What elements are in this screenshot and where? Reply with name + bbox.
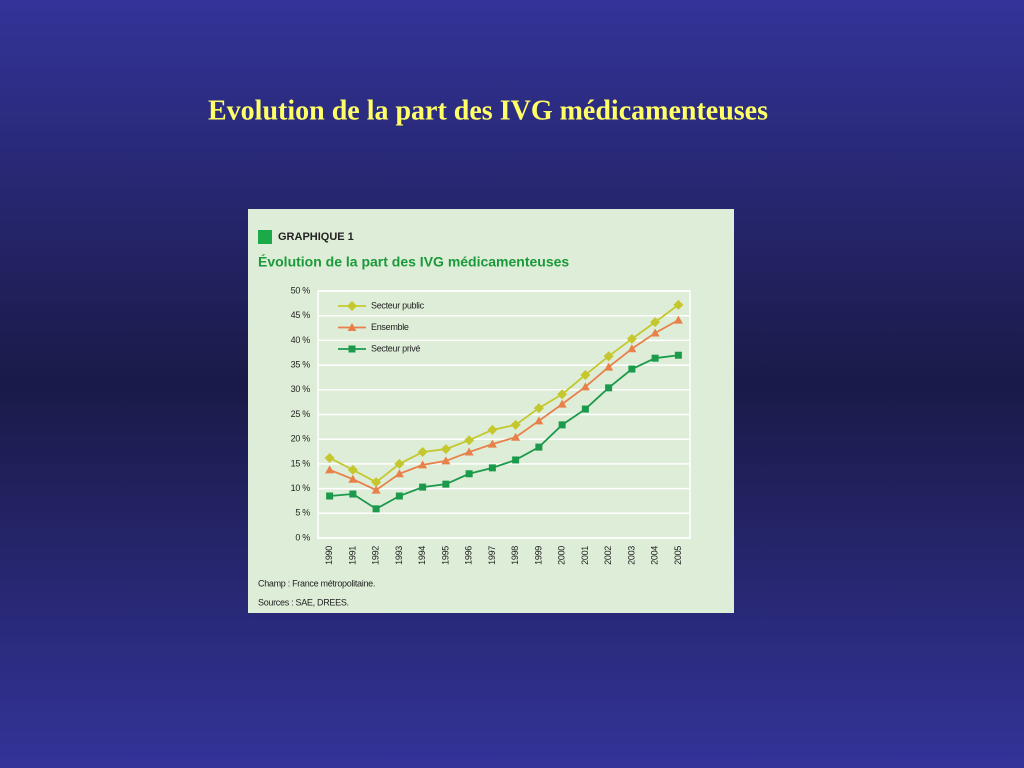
marker <box>324 452 335 463</box>
marker <box>349 490 357 498</box>
marker <box>418 460 428 469</box>
marker <box>465 470 473 478</box>
legend-marker <box>348 345 356 353</box>
chart-title: Évolution de la part des IVG médicamente… <box>258 254 569 270</box>
marker <box>534 416 544 425</box>
marker <box>673 299 684 310</box>
slide-title: Evolution de la part des IVG médicamente… <box>208 95 768 126</box>
plot: 0 % 5 % 10 % 15 % 20 % 25 % 30 % 35 % 40 % 45 % 50… <box>291 285 691 565</box>
marker <box>372 505 380 513</box>
x-tick-label: 1999 <box>533 546 543 565</box>
legend-label: Secteur privé <box>371 343 420 353</box>
marker <box>603 351 614 362</box>
marker <box>487 424 498 435</box>
x-tick-label: 1998 <box>510 546 520 565</box>
y-tick-label: 15 % <box>291 458 311 468</box>
marker <box>510 419 521 430</box>
x-tick-label: 2005 <box>673 546 683 565</box>
y-tick-label: 0 % <box>295 532 310 542</box>
marker <box>394 458 405 469</box>
x-tick-label: 1992 <box>371 546 381 565</box>
marker <box>651 354 659 362</box>
y-tick-label: 25 % <box>291 409 311 419</box>
marker <box>535 443 543 451</box>
series-line <box>329 354 679 510</box>
marker <box>326 492 334 500</box>
marker <box>650 317 661 328</box>
legend-marker <box>347 323 357 331</box>
x-tick-label: 1995 <box>440 546 450 565</box>
x-tick-label: 1997 <box>487 546 497 565</box>
marker <box>442 480 450 488</box>
x-tick-label: 1991 <box>347 546 357 565</box>
marker <box>650 328 660 337</box>
x-tick-label: 1990 <box>324 546 334 565</box>
marker <box>628 365 636 373</box>
note: Sources : SAE, DREES. <box>258 597 349 607</box>
x-tick-label: 1994 <box>417 546 427 565</box>
y-tick-label: 10 % <box>291 483 311 493</box>
y-tick-label: 45 % <box>291 310 311 320</box>
marker <box>557 399 567 408</box>
y-tick-label: 5 % <box>295 508 310 518</box>
x-tick-label: 2004 <box>650 546 660 565</box>
chart-panel <box>248 209 734 613</box>
marker <box>581 405 589 413</box>
marker <box>627 344 637 353</box>
marker <box>440 444 451 455</box>
marker <box>511 432 521 441</box>
marker <box>371 477 382 488</box>
marker <box>604 362 614 371</box>
marker <box>419 483 427 491</box>
note: Champ : France métropolitaine. <box>258 578 375 588</box>
label-icon <box>258 230 272 244</box>
marker <box>348 474 358 483</box>
legend-marker <box>347 301 357 311</box>
y-tick-label: 30 % <box>291 384 311 394</box>
x-tick-label: 1996 <box>464 546 474 565</box>
series-line <box>329 319 679 492</box>
chart-label: GRAPHIQUE 1 <box>278 231 354 243</box>
legend-label: Ensemble <box>371 322 409 332</box>
marker <box>488 464 496 472</box>
x-tick-label: 2003 <box>626 546 636 565</box>
marker <box>464 435 475 446</box>
marker <box>512 456 520 464</box>
marker <box>605 384 613 392</box>
legend-label: Secteur public <box>371 300 425 310</box>
y-tick-label: 40 % <box>291 335 311 345</box>
marker <box>441 456 451 465</box>
marker <box>371 485 381 494</box>
marker <box>674 351 682 359</box>
marker <box>558 421 566 429</box>
x-tick-label: 2001 <box>580 546 590 565</box>
x-tick-label: 2000 <box>557 546 567 565</box>
marker <box>417 447 428 458</box>
marker <box>626 333 637 344</box>
x-tick-label: 2002 <box>603 546 613 565</box>
marker <box>464 447 474 456</box>
y-tick-label: 50 % <box>291 285 311 295</box>
marker <box>557 389 568 400</box>
y-tick-label: 20 % <box>291 434 311 444</box>
marker <box>394 469 404 478</box>
marker <box>673 315 683 324</box>
marker <box>325 465 335 474</box>
marker <box>533 403 544 414</box>
y-tick-label: 35 % <box>291 359 311 369</box>
x-tick-label: 1993 <box>394 546 404 565</box>
marker <box>487 439 497 448</box>
marker <box>580 369 591 380</box>
marker <box>347 464 358 475</box>
marker <box>395 492 403 500</box>
series-line <box>329 304 679 484</box>
marker <box>580 382 590 391</box>
